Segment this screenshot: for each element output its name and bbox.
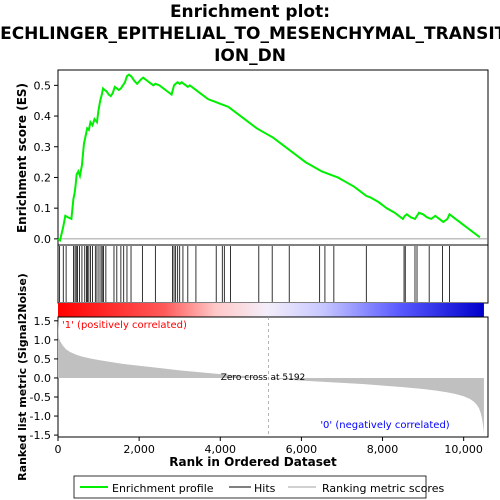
hits-plot-area — [57, 244, 489, 304]
x-tick-label: 0 — [55, 443, 62, 456]
legend-hits-label: Hits — [254, 482, 276, 495]
metric-y-axis-label: Ranked list metric (Signal2Noise) — [16, 273, 29, 481]
x-tick-label: 6,000 — [286, 443, 318, 456]
chart-title-line-1: Enrichment plot: — [170, 2, 330, 22]
metric-y-tick-label: -1.0 — [30, 410, 51, 423]
positive-correlation-label: '1' (positively correlated) — [62, 320, 187, 331]
heat-bar — [58, 303, 484, 317]
es-y-tick-label: 0.4 — [34, 110, 52, 123]
es-y-axis-ticks: 0.0 0.1 0.2 0.3 0.4 0.5 — [34, 79, 58, 246]
x-tick-label: 10,000 — [444, 443, 483, 456]
x-axis: 0 2,000 4,000 6,000 8,000 10,000 — [55, 437, 483, 456]
hit-lines — [59, 246, 450, 302]
metric-y-tick-label: 0.0 — [34, 372, 52, 385]
negative-correlation-label: '0' (negatively correlated) — [320, 420, 449, 431]
es-panel: 0.0 0.1 0.2 0.3 0.4 0.5 Enrichment score (ES) — [15, 69, 489, 246]
metric-y-tick-label: -1.5 — [30, 429, 51, 442]
hits-panel — [57, 244, 489, 304]
es-plot-area — [57, 69, 489, 246]
chart-title-line-3: ION_DN — [214, 46, 286, 66]
legend: Enrichment profile Hits Ranking metric s… — [73, 475, 444, 499]
metric-y-tick-label: 0.5 — [34, 353, 52, 366]
metric-y-tick-label: 1.0 — [34, 334, 52, 347]
es-y-axis-label: Enrichment score (ES) — [15, 83, 29, 233]
es-y-tick-label: 0.0 — [34, 233, 52, 246]
zero-cross-label: Zero cross at 5192 — [221, 373, 306, 383]
x-axis-label: Rank in Ordered Dataset — [169, 455, 337, 469]
rank-heat-bar — [58, 303, 484, 317]
es-y-tick-label: 0.2 — [34, 171, 52, 184]
metric-y-axis-ticks: -1.5 -1.0 -0.5 0.0 0.5 1.0 1.5 — [30, 315, 58, 442]
ranked-metric-panel: -1.5 -1.0 -0.5 0.0 0.5 1.0 1.5 '1' (positively… — [16, 273, 489, 481]
x-tick-label: 8,000 — [367, 443, 399, 456]
legend-metric-label: Ranking metric scores — [322, 482, 444, 495]
es-y-tick-label: 0.1 — [34, 202, 52, 215]
chart-title-line-2: JECHLINGER_EPITHELIAL_TO_MESENCHYMAL_TRA… — [0, 24, 500, 44]
metric-y-tick-label: -0.5 — [30, 391, 51, 404]
es-y-tick-label: 0.3 — [34, 141, 52, 154]
es-y-tick-label: 0.5 — [34, 79, 52, 92]
metric-y-tick-label: 1.5 — [34, 315, 52, 328]
ranking-metric-area — [58, 317, 484, 434]
x-tick-label: 4,000 — [205, 443, 237, 456]
legend-es-label: Enrichment profile — [112, 482, 214, 495]
x-tick-label: 2,000 — [123, 443, 155, 456]
enrichment-profile-line — [57, 73, 481, 243]
